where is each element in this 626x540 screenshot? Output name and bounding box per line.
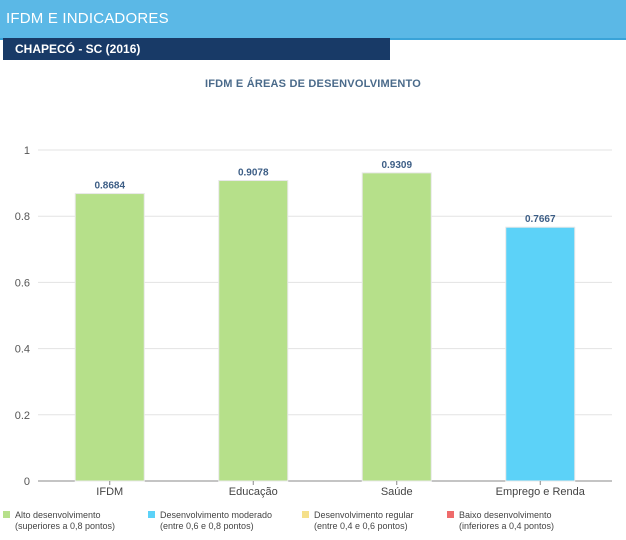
bar-value-label: 0.9309	[381, 160, 412, 171]
bar-value-label: 0.8684	[94, 181, 125, 192]
bar-2	[218, 180, 289, 482]
y-tick-label: 0.4	[15, 344, 30, 356]
bar-value-label: 0.9078	[238, 168, 269, 179]
y-tick-label: 0.6	[15, 277, 30, 289]
bar-3	[361, 172, 432, 482]
legend-sublabel-moderado: (entre 0,6 e 0,8 pontos)	[160, 521, 254, 531]
subheader-title: CHAPECÓ - SC (2016)	[15, 42, 141, 56]
legend-label-baixo: Baixo desenvolvimento	[459, 510, 552, 520]
bar-4	[505, 226, 576, 482]
legend-sublabel-alto: (superiores a 0,8 pontos)	[15, 521, 116, 531]
legend-label-alto: Alto desenvolvimento	[15, 510, 101, 520]
legend-swatch-baixo	[447, 511, 454, 518]
y-tick-label: 1	[24, 145, 30, 157]
bar-1	[74, 193, 145, 482]
legend-sublabel-baixo: (inferiores a 0,4 pontos)	[459, 521, 555, 531]
y-tick-label: 0.8	[15, 211, 30, 223]
y-tick-label: 0.2	[15, 410, 30, 422]
bar-chart: 0 0.2 0.4 0.6 0.8 1 0.8684 IFDM 0.9078 Educação 0.…	[15, 145, 612, 498]
x-tick-label: Emprego e Renda	[496, 486, 586, 498]
legend-label-regular: Desenvolvimento regular	[314, 510, 414, 520]
legend-label-moderado: Desenvolvimento moderado	[160, 510, 273, 520]
header-title: IFDM E INDICADORES	[6, 10, 169, 27]
legend-swatch-alto	[3, 511, 10, 518]
legend-swatch-moderado	[148, 511, 155, 518]
legend-sublabel-regular: (entre 0,4 e 0,6 pontos)	[314, 521, 408, 531]
chart-title: IFDM E ÁREAS DE DESENVOLVIMENTO	[204, 78, 422, 90]
x-tick-label: IFDM	[96, 486, 123, 498]
subheader-bar: CHAPECÓ - SC (2016)	[3, 38, 390, 60]
bar-value-label: 0.7667	[525, 214, 556, 225]
x-tick-label: Educação	[229, 486, 278, 498]
x-tick-label: Saúde	[381, 486, 413, 498]
legend-swatch-regular	[302, 511, 309, 518]
y-tick-label: 0	[24, 476, 30, 488]
